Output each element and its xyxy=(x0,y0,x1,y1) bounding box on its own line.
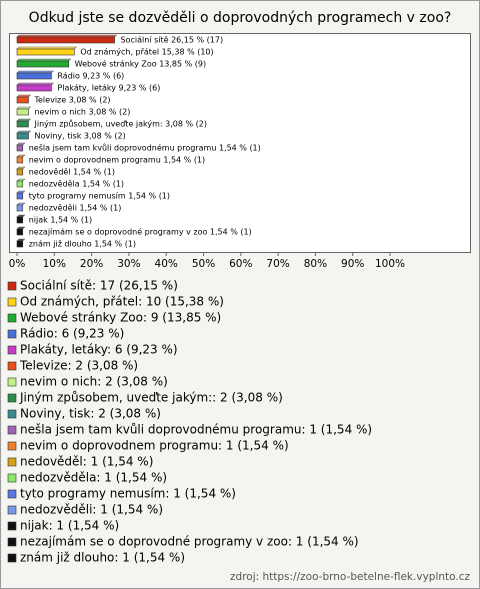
x-tick-label: 10% xyxy=(43,258,66,270)
bar-label: nedozvěděla 1,54 % (1) xyxy=(29,180,124,189)
bar-label: nešla jsem tam kvůli doprovodnému progra… xyxy=(29,143,261,153)
x-tick-label: 70% xyxy=(266,258,289,270)
bar-label: nedověděl 1,54 % (1) xyxy=(29,168,115,177)
legend-label: Televize: 2 (3,08 %) xyxy=(19,359,138,373)
chart-title: Odkud jste se dozvěděli o doprovodných p… xyxy=(29,10,452,26)
bar-label: Noviny, tisk 3,08 % (2) xyxy=(34,132,125,141)
legend-label: znám již dlouho: 1 (1,54 %) xyxy=(20,551,185,565)
legend-label: nezajímám se o doprovodné programy v zoo… xyxy=(20,535,359,549)
bar-label: tyto programy nemusím 1,54 % (1) xyxy=(29,192,170,201)
legend-label: Webové stránky Zoo: 9 (13,85 %) xyxy=(20,311,221,325)
bar-label: Plakáty, letáky 9,23 % (6) xyxy=(57,84,160,93)
bar xyxy=(16,156,24,164)
bar xyxy=(16,144,24,152)
bar xyxy=(16,60,69,68)
bar xyxy=(16,120,29,128)
bar xyxy=(16,108,29,116)
legend-label: Noviny, tisk: 2 (3,08 %) xyxy=(20,407,161,421)
legend-swatch xyxy=(7,297,17,307)
bar xyxy=(16,216,24,224)
bar-top xyxy=(16,118,32,122)
legend-swatch xyxy=(7,377,17,387)
bar-label: Sociální sítě 26,15 % (17) xyxy=(121,36,224,45)
legend-swatch xyxy=(7,489,17,499)
legend-swatch xyxy=(7,345,17,355)
bar-top xyxy=(16,94,32,98)
bar-top xyxy=(16,70,55,74)
source: zdroj: https://zoo-brno-betelne-flek.vyp… xyxy=(230,571,470,583)
legend-swatch xyxy=(7,521,17,531)
legend-swatch xyxy=(7,457,17,467)
legend-label: nedozvěděli: 1 (1,54 %) xyxy=(20,503,163,517)
bar-label: Jiným způsobem, uveďte jakým: 3,08 % (2) xyxy=(33,119,207,129)
legend-swatch xyxy=(7,537,17,547)
bar-top xyxy=(16,106,32,110)
legend-label: tyto programy nemusím: 1 (1,54 %) xyxy=(20,487,236,501)
bar-label: nedozvěděli 1,54 % (1) xyxy=(29,204,122,213)
bar-label: Od známých, přátel 15,38 % (10) xyxy=(80,48,213,57)
legend-label: Od známých, přátel: 10 (15,38 %) xyxy=(20,295,224,309)
bar-label: nevim o nich 3,08 % (2) xyxy=(34,108,130,117)
bar xyxy=(16,168,24,176)
legend-label: nijak: 1 (1,54 %) xyxy=(20,519,119,533)
legend-swatch xyxy=(7,361,17,371)
x-tick-label: 60% xyxy=(229,258,252,270)
legend-swatch xyxy=(7,441,17,451)
x-tick-label: 90% xyxy=(341,258,364,270)
x-tick-label: 50% xyxy=(192,258,215,270)
bar-top xyxy=(16,130,32,134)
bar xyxy=(16,180,24,188)
bar-label: znám již dlouho 1,54 % (1) xyxy=(29,240,136,249)
bar xyxy=(16,228,24,236)
bar-label: Televize 3,08 % (2) xyxy=(33,96,110,105)
x-tick-label: 0% xyxy=(9,258,26,270)
bar xyxy=(16,84,52,92)
bar xyxy=(16,192,24,200)
bar xyxy=(16,72,52,80)
legend-swatch xyxy=(7,553,17,563)
legend-label: nedověděl: 1 (1,54 %) xyxy=(20,455,153,469)
bar-label: nezajímám se o doprovodné programy v zoo… xyxy=(29,227,252,237)
legend-label: nešla jsem tam kvůli doprovodnému progra… xyxy=(20,423,372,437)
bar xyxy=(16,48,75,56)
x-tick-label: 80% xyxy=(304,258,327,270)
legend-label: Jiným způsobem, uveďte jakým:: 2 (3,08 %… xyxy=(19,391,283,405)
bar xyxy=(16,240,24,248)
bar xyxy=(16,204,24,212)
legend-swatch xyxy=(7,393,17,403)
bar-label: Rádio 9,23 % (6) xyxy=(57,72,124,81)
legend-swatch xyxy=(7,505,17,515)
legend-swatch xyxy=(7,281,17,291)
legend-label: Sociální sítě: 17 (26,15 %) xyxy=(20,279,178,293)
x-tick-label: 20% xyxy=(80,258,103,270)
legend-label: Rádio: 6 (9,23 %) xyxy=(20,327,124,341)
bar-label: nevim o doprovodnem programu 1,54 % (1) xyxy=(29,156,205,165)
legend-label: nevim o nich: 2 (3,08 %) xyxy=(20,375,168,389)
bar xyxy=(16,96,29,104)
bar xyxy=(16,132,29,140)
x-tick-label: 100% xyxy=(375,258,405,270)
x-tick-label: 30% xyxy=(117,258,140,270)
legend-label: nevim o doprovodnem programu: 1 (1,54 %) xyxy=(20,439,289,453)
legend-label: nedozvěděla: 1 (1,54 %) xyxy=(20,471,167,485)
bar-top xyxy=(16,82,55,86)
legend-swatch xyxy=(7,473,17,483)
legend-swatch xyxy=(7,329,17,339)
bar-label: nijak 1,54 % (1) xyxy=(29,216,92,225)
legend-swatch xyxy=(7,425,17,435)
legend-swatch xyxy=(7,409,17,419)
bar xyxy=(16,36,115,44)
legend-swatch xyxy=(7,313,17,323)
x-tick-label: 40% xyxy=(155,258,178,270)
legend-label: Plakáty, letáky: 6 (9,23 %) xyxy=(20,343,178,357)
plot-area xyxy=(9,33,471,253)
bar-label: Webové stránky Zoo 13,85 % (9) xyxy=(75,59,206,69)
